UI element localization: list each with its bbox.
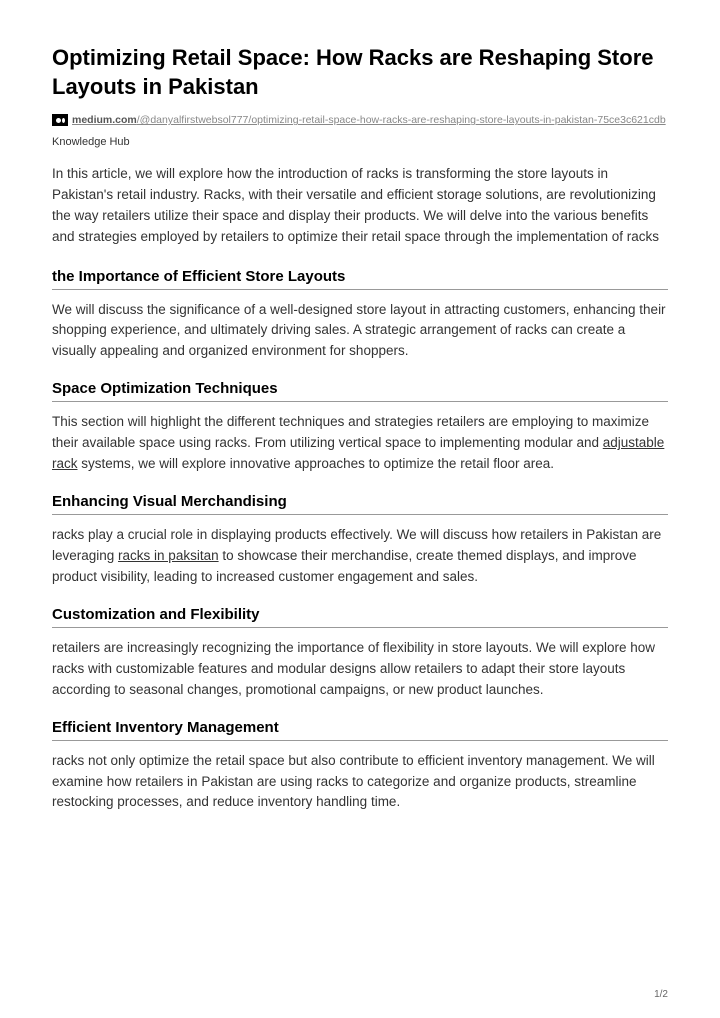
section-2-post: systems, we will explore innovative appr… [78, 456, 554, 471]
section-heading-4: Customization and Flexibility [52, 606, 668, 628]
section-heading-3: Enhancing Visual Merchandising [52, 493, 668, 515]
section-text-3: racks play a crucial role in displaying … [52, 525, 668, 588]
section-text-4: retailers are increasingly recognizing t… [52, 638, 668, 701]
section-heading-1: the Importance of Efficient Store Layout… [52, 268, 668, 290]
section-text-2: This section will highlight the differen… [52, 412, 668, 475]
section-heading-5: Efficient Inventory Management [52, 719, 668, 741]
page-number: 1/2 [654, 989, 668, 1000]
source-line: medium.com/@danyalfirstwebsol777/optimiz… [52, 113, 668, 128]
section-2-pre: This section will highlight the differen… [52, 414, 649, 450]
section-text-5: racks not only optimize the retail space… [52, 751, 668, 814]
article-title: Optimizing Retail Space: How Racks are R… [52, 44, 668, 101]
racks-pakistan-link[interactable]: racks in paksitan [118, 548, 219, 563]
source-path: /@danyalfirstwebsol777/optimizing-retail… [137, 114, 666, 126]
author-label: Knowledge Hub [52, 136, 668, 148]
section-heading-2: Space Optimization Techniques [52, 380, 668, 402]
intro-paragraph: In this article, we will explore how the… [52, 164, 668, 248]
section-text-1: We will discuss the significance of a we… [52, 300, 668, 363]
source-domain: medium.com [72, 114, 137, 126]
medium-icon [52, 114, 68, 126]
source-link[interactable]: medium.com/@danyalfirstwebsol777/optimiz… [72, 113, 666, 128]
